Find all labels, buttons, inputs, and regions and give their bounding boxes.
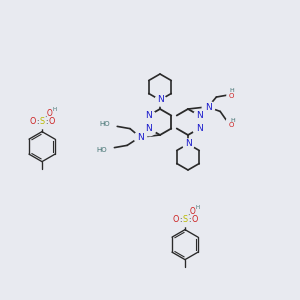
- Text: O: O: [29, 117, 35, 126]
- Text: :: :: [46, 118, 48, 124]
- Text: :: :: [36, 118, 38, 124]
- Text: S: S: [182, 215, 188, 224]
- Text: O: O: [191, 215, 198, 224]
- Text: N: N: [146, 124, 152, 133]
- Text: :: :: [189, 217, 191, 223]
- Text: O: O: [49, 117, 55, 126]
- Text: O: O: [47, 109, 53, 118]
- Text: :: :: [179, 217, 181, 223]
- Text: O: O: [229, 93, 234, 99]
- Text: N: N: [184, 140, 191, 148]
- Text: N: N: [205, 103, 212, 112]
- Text: H: H: [52, 107, 56, 112]
- Text: N: N: [196, 124, 202, 133]
- Text: O: O: [229, 122, 234, 128]
- Text: O: O: [172, 215, 178, 224]
- Text: N: N: [157, 95, 164, 104]
- Text: H: H: [230, 118, 235, 123]
- Text: HO: HO: [100, 122, 110, 128]
- Text: S: S: [39, 118, 45, 127]
- Text: H: H: [195, 205, 200, 210]
- Text: H: H: [230, 88, 235, 93]
- Text: O: O: [190, 207, 196, 216]
- Text: N: N: [146, 111, 152, 120]
- Text: N: N: [136, 133, 143, 142]
- Text: N: N: [196, 111, 202, 120]
- Text: HO: HO: [97, 147, 107, 153]
